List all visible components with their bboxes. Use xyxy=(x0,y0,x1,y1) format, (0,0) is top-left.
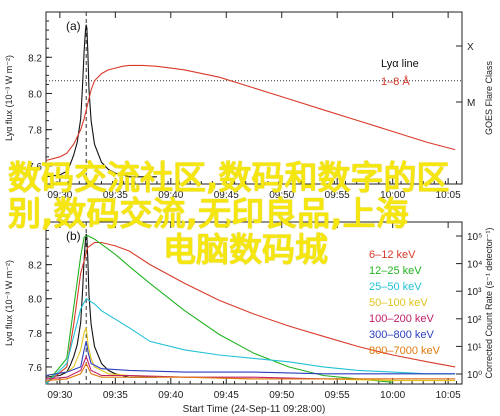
right-tick-label: 10¹ xyxy=(467,342,482,353)
x-tick-label: 09:50 xyxy=(269,390,294,401)
legend-entry: 50–100 keV xyxy=(369,297,428,309)
x-tick-label: 10:05 xyxy=(436,390,461,401)
x-tick-label: 09:50 xyxy=(269,190,294,201)
x-tick-label: 09:55 xyxy=(325,190,350,201)
x-axis-label: Start Time (24-Sep-11 09:28:00) xyxy=(183,404,326,415)
x-tick-label: 09:30 xyxy=(47,390,72,401)
right-tick-label: 10⁰ xyxy=(467,370,482,381)
watermark-line-3: 电脑数码城 xyxy=(163,230,328,269)
x-tick-label: 09:40 xyxy=(158,390,183,401)
legend-entry: 300–800 keV xyxy=(369,329,434,341)
legend-entry: 100–200 keV xyxy=(369,313,434,325)
y-tick-label: 7.6 xyxy=(28,162,42,173)
y-tick-label: 8.0 xyxy=(28,295,42,306)
series-line-800-7000-kev xyxy=(45,362,456,382)
legend-entry: 25–50 keV xyxy=(369,281,422,293)
right-tick-label: 10⁴ xyxy=(467,260,482,271)
plot-frame xyxy=(45,11,463,185)
legend-entry: 12–25 keV xyxy=(369,265,422,277)
x-tick-label: 09:35 xyxy=(103,190,128,201)
legend-entry: 6–12 keV xyxy=(369,249,416,261)
x-tick-label: 09:45 xyxy=(214,390,239,401)
x-tick-label: 09:45 xyxy=(214,190,239,201)
y-tick-label: 7.8 xyxy=(28,329,42,340)
panel-label: (a) xyxy=(66,19,81,33)
y-axis-label: Lyα flux (10⁻³ W m⁻²) xyxy=(4,55,14,141)
series-line-6-12-kev xyxy=(45,241,456,385)
plot-frame xyxy=(45,221,463,385)
right-tick-label: M xyxy=(467,98,475,109)
y-tick-label: 8.2 xyxy=(28,53,42,64)
y-tick-label: 7.6 xyxy=(28,363,42,374)
right-tick-label: 10² xyxy=(467,315,482,326)
panel-label: (b) xyxy=(66,229,81,243)
x-tick-label: 09:55 xyxy=(325,390,350,401)
series-line-300-800-kev xyxy=(45,341,456,377)
series-line-ly-line xyxy=(45,24,157,178)
series-line-1-8- xyxy=(45,64,456,162)
legend-entry: Lyα line xyxy=(381,58,419,70)
x-tick-label: 09:35 xyxy=(103,390,128,401)
legend-entry: 800–7000 keV xyxy=(369,345,441,357)
x-tick-label: 09:30 xyxy=(47,190,72,201)
x-tick-label: 10:00 xyxy=(380,390,405,401)
right-tick-label: 10³ xyxy=(467,287,482,298)
series-line-12-25-kev xyxy=(45,234,393,385)
right-axis-label: Corrected Count Rate (s⁻¹ detector⁻¹) xyxy=(484,227,494,378)
right-tick-label: 10⁵ xyxy=(467,232,482,243)
y-tick-label: 7.8 xyxy=(28,126,42,137)
legend-entry: 1–8 Å xyxy=(381,75,410,88)
watermark-line-1: 数码交流社区,数码和数字的区 xyxy=(8,158,450,197)
y-tick-label: 8.2 xyxy=(28,261,42,272)
x-tick-label: 09:40 xyxy=(158,190,183,201)
x-tick-label: 10:00 xyxy=(380,190,405,201)
x-tick-label: 10:05 xyxy=(436,190,461,201)
chart-panel-b: 7.6 7.8 8.0 8.2 09:30 09:35 09:40 09:45 09:50 09:… xyxy=(4,221,494,415)
right-tick-label: X xyxy=(467,42,474,53)
right-axis-label: GOES Flare Class xyxy=(484,60,494,135)
watermark-line-2: 别,数码交流,无印良品,上海 xyxy=(8,194,409,233)
y-axis-label: Lyα flux (10⁻³ W m⁻²) xyxy=(4,260,14,346)
chart-panel-a: 7.6 7.8 8.0 8.2 09:30 09:35 09:40 09:45 09:50 09:… xyxy=(4,11,494,201)
y-tick-label: 8.0 xyxy=(28,89,42,100)
series-line-25-50-kev xyxy=(45,297,456,385)
